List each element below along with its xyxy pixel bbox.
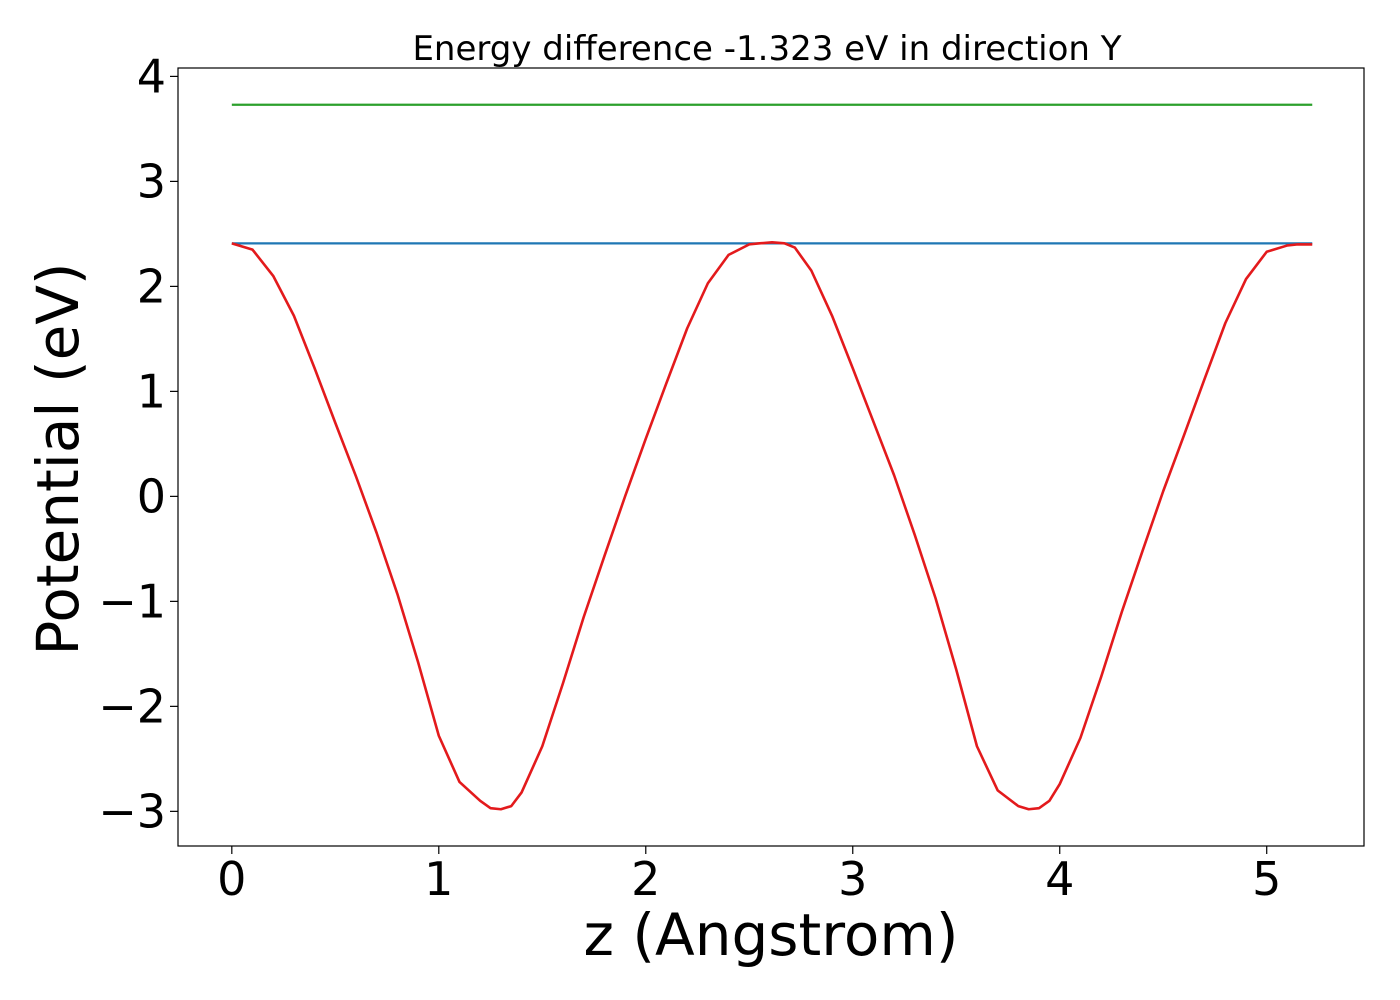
x-tick-label: 3 (838, 852, 867, 906)
y-tick-label: 3 (137, 154, 166, 208)
y-axis: −3 −2 −1 0 1 2 3 4 (98, 49, 178, 838)
series-line-3 (231, 240, 1313, 811)
y-tick-label: −3 (98, 784, 166, 838)
x-axis: 0 1 2 3 4 5 (217, 846, 1281, 906)
x-tick-label: 4 (1045, 852, 1074, 906)
x-tick-label: 0 (217, 852, 246, 906)
y-axis-label: Potential (eV) (24, 262, 92, 655)
y-tick-label: 0 (137, 469, 166, 523)
x-axis-label: z (Angstrom) (584, 901, 959, 969)
plot-frame (177, 67, 1365, 847)
chart-title: Energy difference -1.323 eV in direction… (412, 29, 1121, 69)
y-tick-label: −2 (98, 679, 166, 733)
series-layer (231, 103, 1313, 811)
x-tick-label: 2 (631, 852, 660, 906)
x-tick-label: 1 (424, 852, 453, 906)
y-tick-label: −1 (98, 574, 166, 628)
x-tick-label: 5 (1252, 852, 1281, 906)
y-tick-label: 1 (137, 364, 166, 418)
y-tick-label: 4 (137, 49, 166, 103)
y-tick-label: 2 (137, 259, 166, 313)
